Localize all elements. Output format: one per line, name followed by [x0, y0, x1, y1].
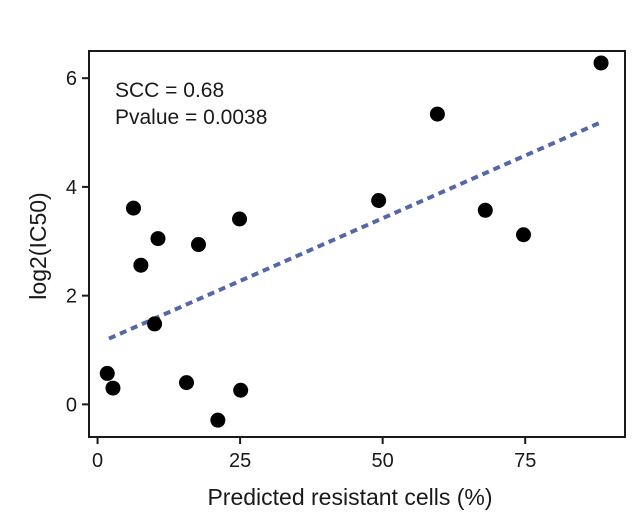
data-point-2 [125, 200, 141, 216]
data-point-6 [179, 375, 195, 391]
x-tick-label-1: 25 [229, 450, 251, 472]
data-point-12 [429, 106, 445, 122]
y-tick-label-0: 0 [66, 394, 77, 416]
data-point-0 [99, 365, 115, 381]
data-point-4 [147, 316, 163, 332]
data-point-13 [477, 202, 493, 218]
data-point-15 [593, 55, 609, 71]
data-point-5 [150, 231, 166, 247]
x-axis-label: Predicted resistant cells (%) [207, 484, 492, 510]
trend-line [108, 120, 602, 341]
data-point-8 [210, 412, 226, 428]
plot-frame [88, 50, 626, 438]
y-tick-label-2: 4 [66, 177, 77, 199]
x-tick-label-0: 0 [92, 450, 103, 472]
x-tick-label-3: 75 [514, 450, 536, 472]
data-point-10 [233, 382, 249, 398]
data-point-11 [371, 193, 387, 209]
annotation-pvalue: Pvalue = 0.0038 [115, 106, 267, 129]
data-point-14 [516, 227, 532, 243]
data-point-9 [232, 211, 248, 227]
data-point-1 [105, 380, 121, 396]
y-tick-label-1: 2 [66, 286, 77, 308]
y-tick-label-3: 6 [66, 68, 77, 90]
chart-marks: 0 25 50 75 0 2 4 6 [66, 55, 609, 472]
x-tick-label-2: 50 [372, 450, 394, 472]
annotation-scc: SCC = 0.68 [115, 79, 224, 102]
data-point-7 [190, 237, 206, 253]
y-axis-label: log2(IC50) [25, 192, 51, 299]
data-point-3 [133, 257, 149, 273]
